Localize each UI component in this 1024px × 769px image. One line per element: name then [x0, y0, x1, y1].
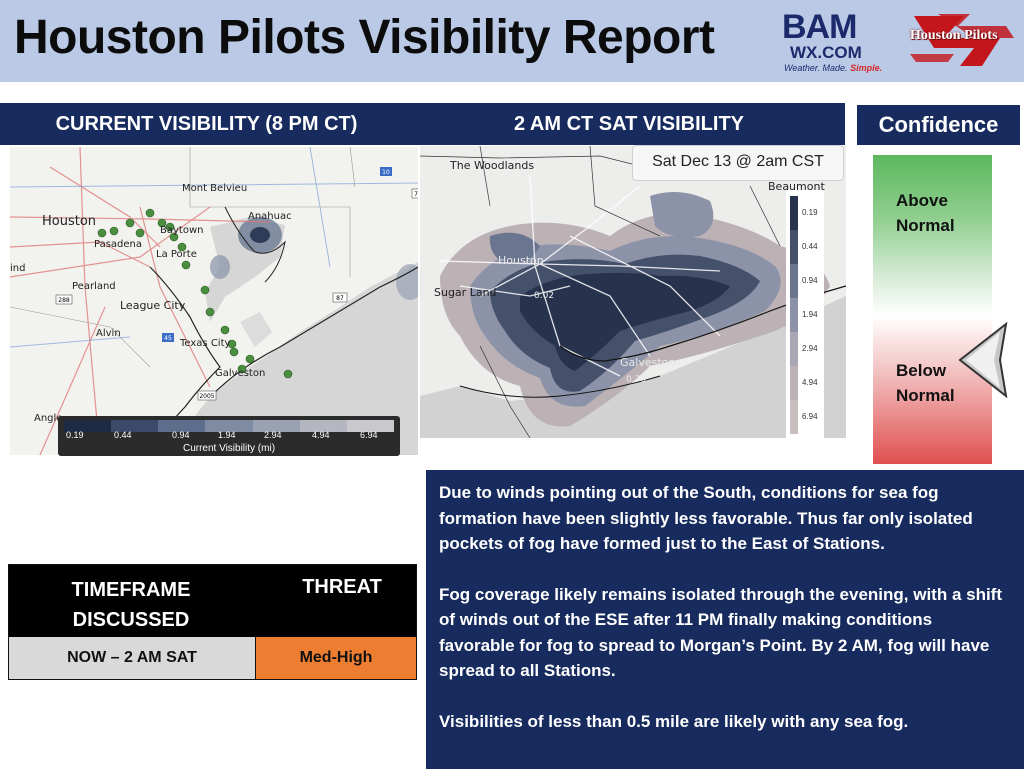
legend-swatch: [64, 420, 112, 432]
bam-wx-logo: BAM WX.COM Weather. Made. Simple.: [782, 10, 900, 78]
legend-tick: 4.94: [802, 378, 818, 387]
map-label: Anahuac: [248, 211, 292, 222]
confidence-above-label: Above Normal: [896, 188, 955, 238]
legend-swatch: [299, 420, 347, 432]
map-label: Beaumont: [768, 180, 825, 193]
confidence-title: Confidence: [857, 105, 1020, 145]
confidence-above-line2: Normal: [896, 216, 955, 235]
forecast-map-graphic: The Woodlands Beaumont Houston Sugar Lan…: [420, 146, 846, 438]
legend-tick: 1.94: [802, 310, 818, 319]
legend-tick: 0.44: [802, 242, 818, 251]
timeframe-header-line1: TIMEFRAME: [71, 579, 191, 601]
confidence-below-line1: Below: [896, 361, 947, 380]
bam-tagline-a: Weather. Made.: [784, 63, 848, 73]
map-label: Baytown: [160, 225, 203, 236]
confidence-indicator-arrow-icon: [958, 322, 1008, 398]
discussion-paragraph: Fog coverage likely remains isolated thr…: [439, 584, 1003, 681]
bam-tagline-b: Simple.: [850, 63, 883, 73]
discussion-paragraph: Visibilities of less than 0.5 mile are l…: [439, 711, 909, 731]
road-label: 288: [58, 297, 70, 304]
map-label: Mont Belvieu: [182, 183, 247, 194]
legend-tick: 2.94: [802, 344, 818, 353]
legend-swatch: [790, 264, 798, 298]
forecast-visibility-title: 2 AM CT SAT VISIBILITY: [413, 103, 845, 145]
timeframe-header: TIMEFRAME DISCUSSED: [51, 575, 211, 635]
confidence-gradient: [873, 155, 992, 464]
road-label: 73: [414, 191, 418, 198]
road-label: 10: [382, 169, 390, 176]
houston-pilots-logo: Houston Pilots: [904, 8, 1016, 74]
legend-tick: 0.94: [172, 430, 190, 440]
legend-tick: 0.94: [802, 276, 818, 285]
legend-tick: 6.94: [360, 430, 378, 440]
map-value-label: 0.70: [626, 375, 646, 385]
legend-swatch: [346, 420, 394, 432]
confidence-below-line2: Normal: [896, 386, 955, 405]
threat-header: THREAT: [302, 576, 382, 598]
legend-tick: 4.94: [312, 430, 330, 440]
legend-swatch: [790, 196, 798, 230]
page-title: Houston Pilots Visibility Report: [14, 11, 715, 64]
map-label: Houston: [498, 254, 544, 267]
map-label: Sugar Land: [434, 286, 497, 299]
legend-swatch: [790, 400, 798, 434]
threat-cell: Med-High: [256, 637, 416, 679]
pilots-wing-icon: [910, 14, 1014, 66]
current-visibility-legend: 0.19 0.44 0.94 1.94 2.94 4.94 6.94 Curre…: [58, 416, 400, 456]
current-visibility-title: CURRENT VISIBILITY (8 PM CT): [0, 103, 413, 145]
bam-logo-sub: WX.COM: [790, 43, 862, 62]
header-banner: Houston Pilots Visibility Report BAM WX.…: [0, 0, 1024, 82]
legend-color-bar: [64, 420, 394, 432]
confidence-above-line1: Above: [896, 191, 948, 210]
legend-tick: 0.44: [114, 430, 132, 440]
legend-title: Current Visibility (mi): [182, 443, 276, 454]
road-label: 45: [164, 335, 172, 342]
legend-swatch: [790, 366, 798, 400]
legend-swatch: [205, 420, 253, 432]
legend-swatch: [111, 420, 159, 432]
map-label: Houston: [42, 214, 96, 229]
map-label: League City: [120, 299, 186, 312]
map-label: Galveston: [215, 368, 265, 379]
forecast-visibility-legend: 0.19 0.44 0.94 1.94 2.94 4.94 6.94: [786, 190, 824, 442]
legend-swatch: [790, 230, 798, 264]
legend-color-bar: [790, 196, 798, 434]
map-label: Pasadena: [94, 239, 142, 250]
forecast-visibility-map: The Woodlands Beaumont Houston Sugar Lan…: [420, 146, 846, 438]
timeframe-header-line2: DISCUSSED: [72, 609, 190, 631]
current-map-graphic: 288 87 2005 10 73 45 Mont Belvieu Housto…: [10, 147, 418, 455]
legend-tick: 1.94: [218, 430, 236, 440]
map-label: Alvin: [96, 328, 121, 339]
legend-swatch: [252, 420, 300, 432]
map-label: Angle: [34, 413, 62, 424]
map-label: La Porte: [156, 249, 197, 260]
discussion-text-box: Due to winds pointing out of the South, …: [426, 470, 1024, 769]
bam-tagline: Weather. Made. Simple.: [784, 63, 882, 73]
legend-swatch: [790, 298, 798, 332]
legend-swatch: [790, 332, 798, 366]
map-label: ind: [10, 263, 25, 274]
discussion-paragraph: Due to winds pointing out of the South, …: [439, 483, 973, 553]
table-header: TIMEFRAME DISCUSSED THREAT: [9, 565, 416, 637]
timeframe-table: TIMEFRAME DISCUSSED THREAT NOW – 2 AM SA…: [8, 564, 417, 680]
forecast-date-label: Sat Dec 13 @ 2am CST: [632, 145, 844, 181]
map-value-label: 0.02: [534, 291, 554, 301]
legend-tick: 0.19: [66, 430, 84, 440]
map-label: Galveston: [620, 356, 675, 369]
map-label: The Woodlands: [449, 159, 534, 172]
road-label: 2005: [199, 393, 214, 400]
legend-tick: 0.19: [802, 208, 818, 217]
confidence-below-label: Below Normal: [896, 358, 955, 408]
legend-swatch: [158, 420, 206, 432]
map-label: Pearland: [72, 281, 116, 292]
bam-logo-main: BAM: [782, 8, 857, 46]
current-visibility-map: 288 87 2005 10 73 45 Mont Belvieu Housto…: [10, 147, 418, 455]
road-label: 87: [336, 295, 344, 302]
timeframe-cell: NOW – 2 AM SAT: [9, 637, 256, 679]
pilots-logo-text: Houston Pilots: [910, 28, 998, 43]
map-label: Texas City: [179, 338, 231, 349]
legend-tick: 6.94: [802, 412, 818, 421]
legend-tick: 2.94: [264, 430, 282, 440]
